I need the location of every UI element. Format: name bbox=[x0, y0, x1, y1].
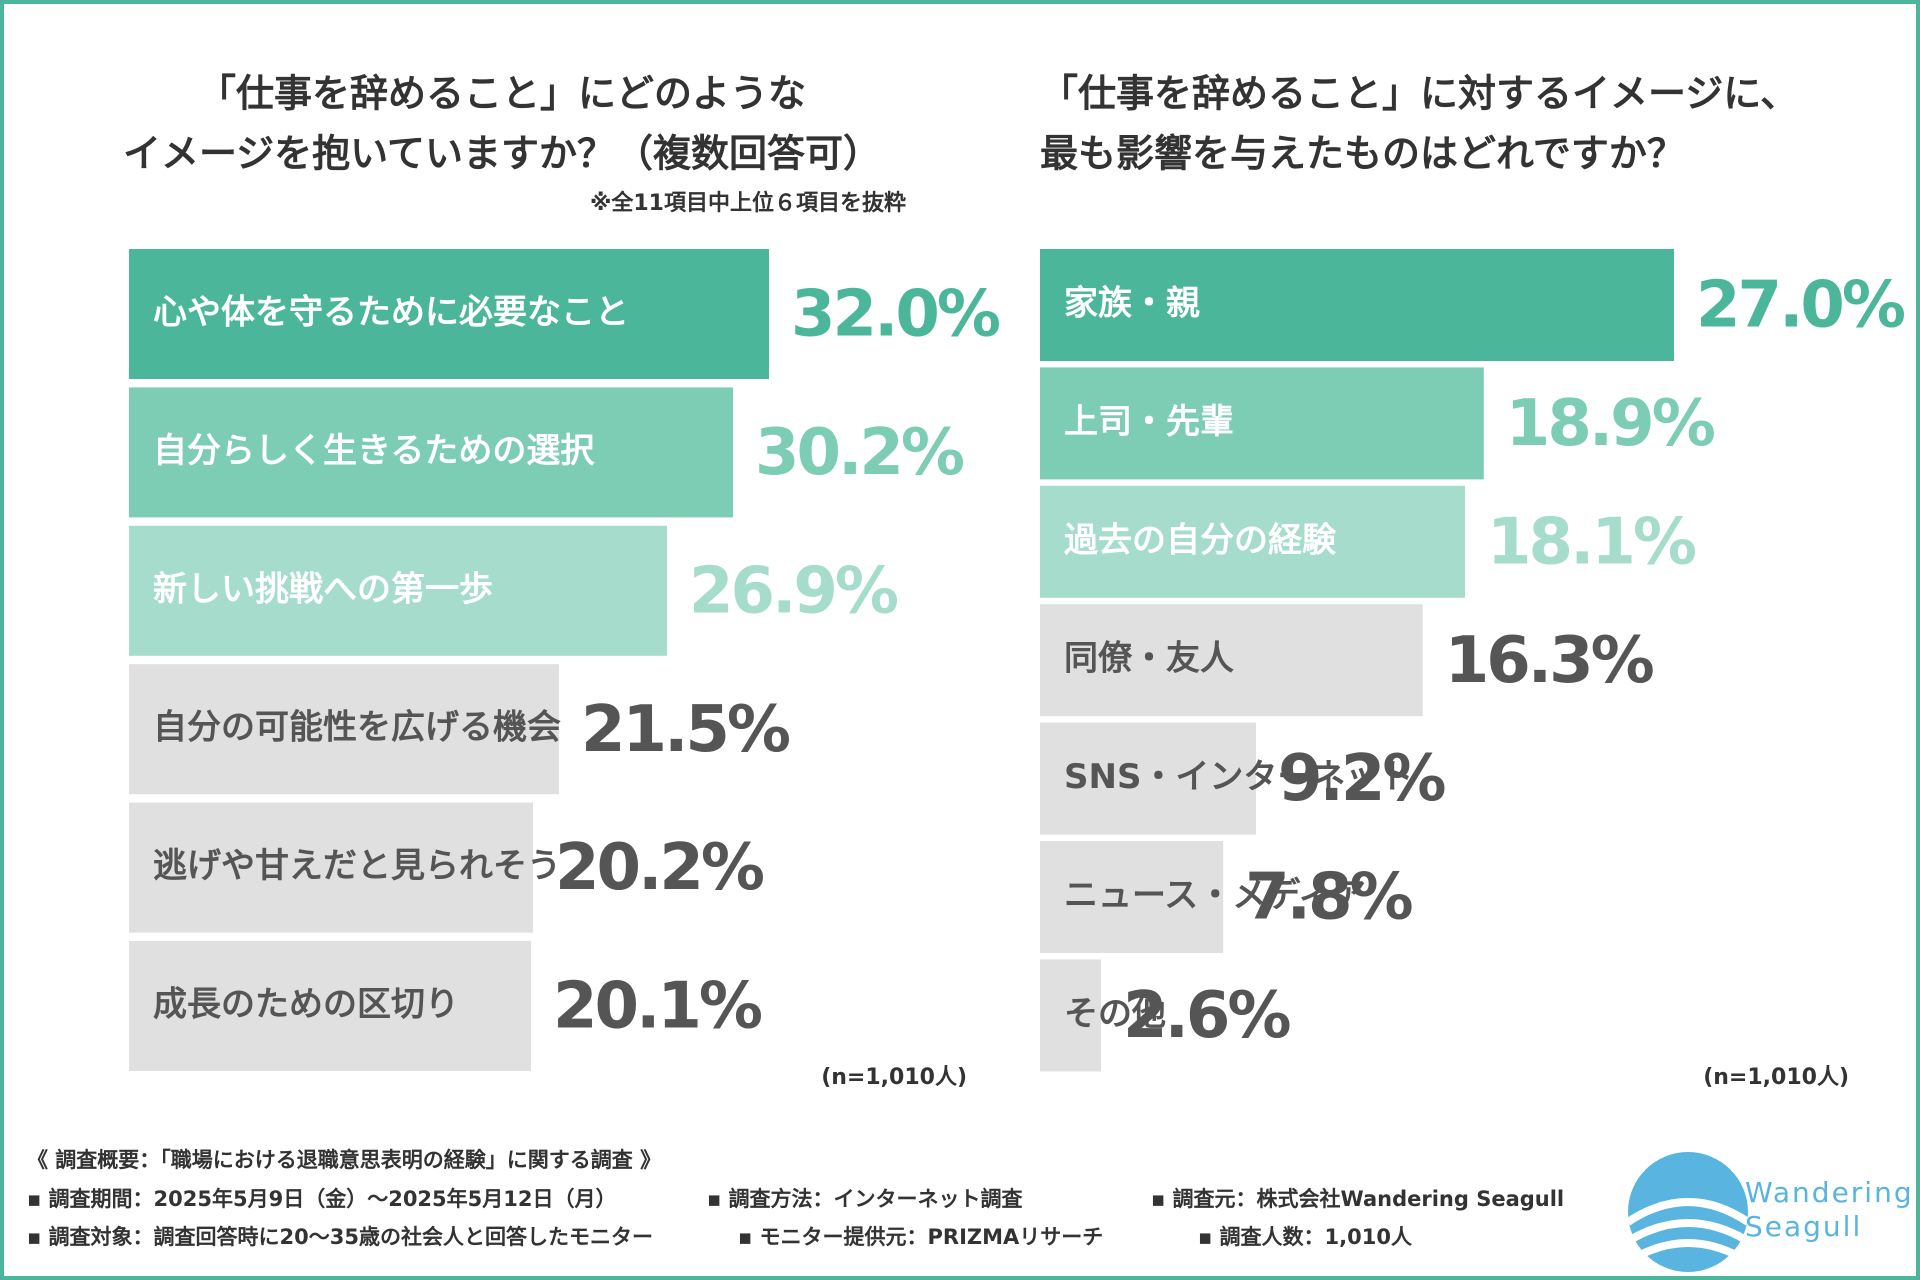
bar bbox=[1040, 722, 1257, 835]
value-label: 7.8% bbox=[1245, 861, 1412, 935]
footer-item: ▪ 調査対象：調査回答時に20～35歳の社会人と回答したモニター bbox=[27, 1225, 653, 1249]
value-label: 30.2% bbox=[755, 416, 964, 490]
bar bbox=[1040, 841, 1224, 953]
category-label: 過去の自分の経験 bbox=[1064, 520, 1337, 560]
category-label: 逃げや甘えだと見られそう bbox=[153, 846, 561, 886]
value-label: 27.0% bbox=[1696, 269, 1905, 343]
bar bbox=[129, 664, 559, 795]
category-label: 成長のための区切り bbox=[153, 985, 459, 1025]
footer-item: ▪ モニター提供元：PRIZMAリサーチ bbox=[738, 1225, 1103, 1249]
category-label: 同僚・友人 bbox=[1064, 639, 1234, 679]
value-label: 26.9% bbox=[689, 554, 898, 628]
bar bbox=[129, 802, 533, 933]
bar bbox=[1040, 367, 1484, 480]
footer-item: ▪ 調査方法：インターネット調査 bbox=[707, 1187, 1023, 1211]
category-label: 新しい挑戦への第一歩 bbox=[153, 569, 493, 609]
footer-item: ▪ 調査人数：1,010人 bbox=[1198, 1225, 1412, 1249]
bar bbox=[1040, 485, 1466, 598]
chart-title: 「仕事を辞めること」にどのような bbox=[198, 72, 806, 116]
bar bbox=[129, 387, 733, 518]
category-label: その他 bbox=[1064, 994, 1166, 1034]
bar bbox=[129, 941, 531, 1071]
chart-title: 最も影響を与えたものはどれですか？ bbox=[1040, 132, 1685, 176]
chart-title: イメージを抱いていますか？（複数回答可） bbox=[123, 132, 881, 176]
category-label: 心や体を守るために必要なこと bbox=[153, 293, 629, 333]
bar bbox=[1040, 249, 1674, 361]
bar bbox=[1040, 959, 1102, 1072]
chart-subtitle: ※全11項目中上位６項目を抜粋 bbox=[590, 190, 906, 216]
bar bbox=[1040, 604, 1423, 717]
value-label: 9.2% bbox=[1278, 742, 1445, 816]
footer-heading: 《 調査概要：「職場における退職意思表明の経験」に関する調査 》 bbox=[27, 1148, 661, 1172]
chart-title: 「仕事を辞めること」に対するイメージに、 bbox=[1040, 72, 1798, 116]
category-label: SNS・インターネット bbox=[1064, 757, 1413, 797]
footer-item: ▪ 調査期間：2025年5月9日（金）～2025年5月12日（月） bbox=[27, 1187, 617, 1211]
logo-text: Seagull bbox=[1745, 1210, 1862, 1243]
value-label: 32.0% bbox=[791, 278, 1000, 352]
category-label: 自分の可能性を広げる機会 bbox=[153, 708, 561, 748]
value-label: 2.6% bbox=[1123, 979, 1290, 1053]
value-label: 16.3% bbox=[1445, 624, 1654, 698]
logo-mark bbox=[1625, 1152, 1751, 1272]
value-label: 20.1% bbox=[553, 970, 762, 1044]
category-label: 上司・先輩 bbox=[1064, 402, 1234, 442]
sample-note: (n=1,010人) bbox=[1703, 1065, 1849, 1090]
category-label: 家族・親 bbox=[1064, 284, 1200, 324]
value-label: 18.1% bbox=[1487, 505, 1696, 579]
footer-item: ▪ 調査元：株式会社Wandering Seagull bbox=[1151, 1187, 1564, 1211]
value-label: 20.2% bbox=[555, 831, 764, 905]
bar bbox=[129, 525, 667, 656]
value-label: 18.9% bbox=[1506, 387, 1715, 461]
category-label: 自分らしく生きるための選択 bbox=[153, 431, 595, 471]
value-label: 21.5% bbox=[581, 693, 790, 767]
bar bbox=[129, 249, 769, 379]
category-label: ニュース・メディア bbox=[1064, 876, 1366, 916]
logo-text: Wandering bbox=[1745, 1176, 1914, 1209]
sample-note: (n=1,010人) bbox=[821, 1065, 967, 1090]
